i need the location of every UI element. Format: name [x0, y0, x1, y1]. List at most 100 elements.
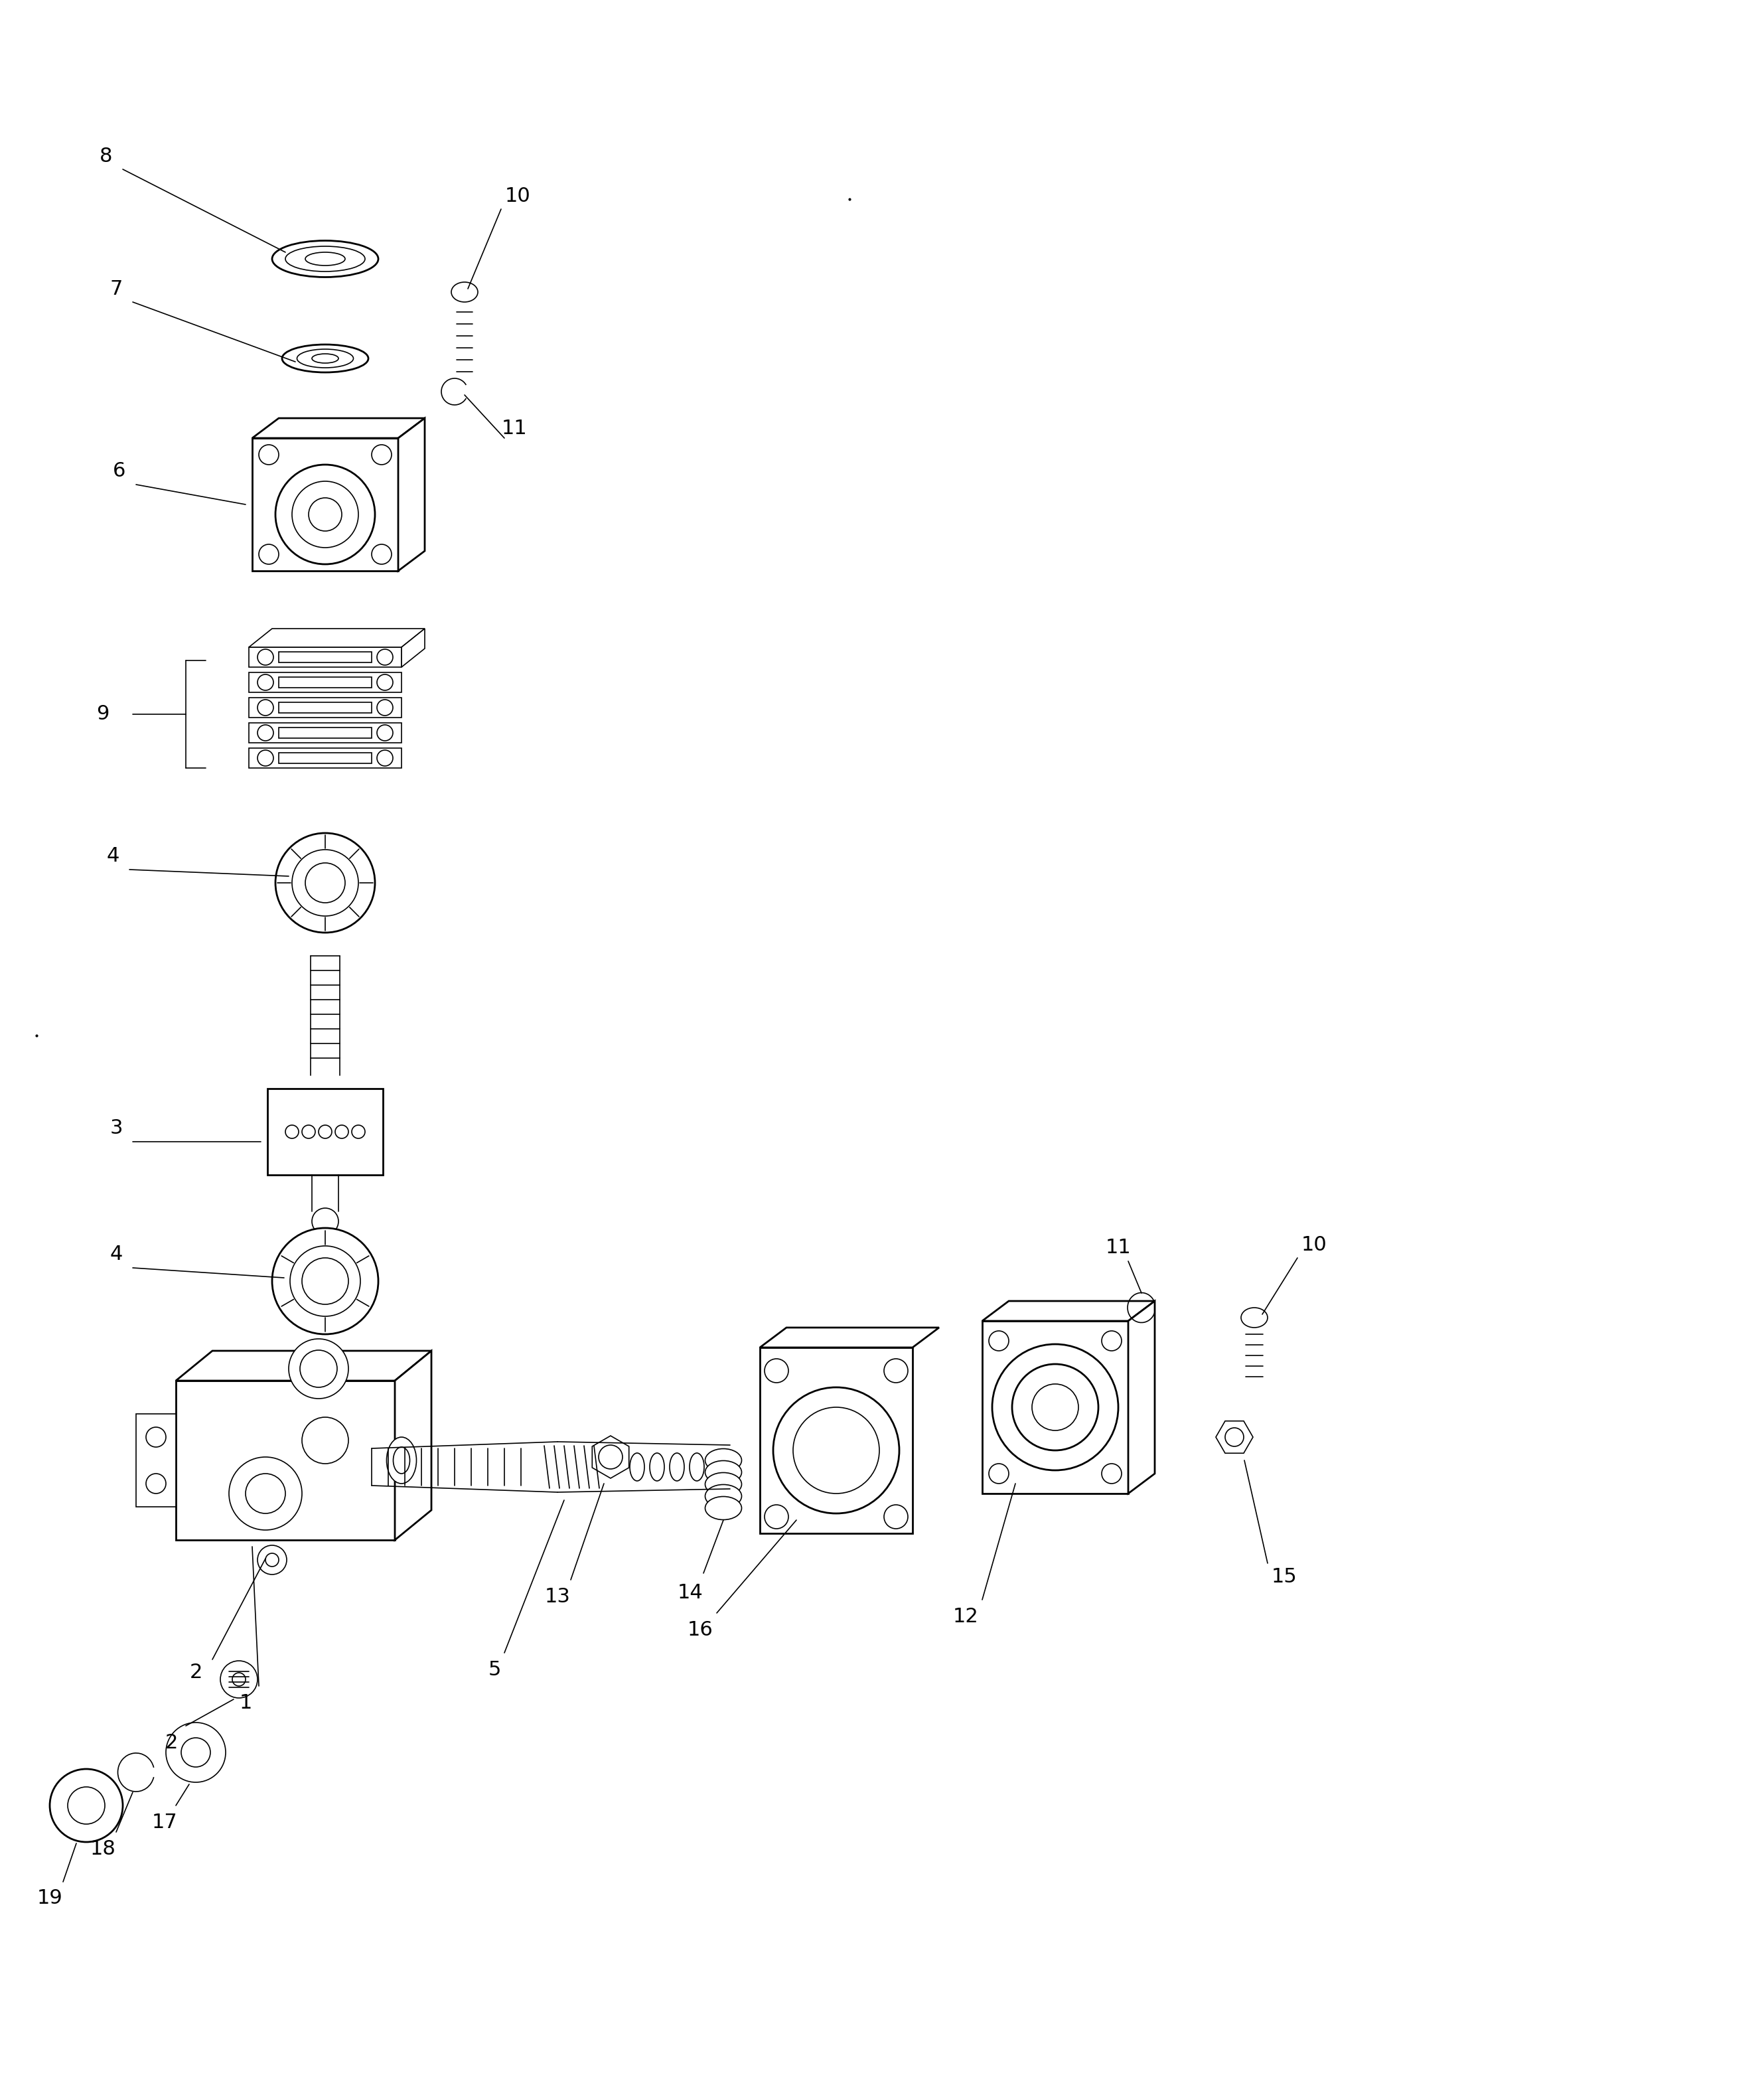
- Polygon shape: [176, 1380, 395, 1540]
- Circle shape: [319, 1125, 332, 1139]
- Circle shape: [351, 1125, 365, 1139]
- Ellipse shape: [452, 282, 478, 303]
- Ellipse shape: [690, 1452, 704, 1482]
- Text: 7: 7: [109, 280, 122, 299]
- Circle shape: [293, 481, 358, 548]
- Polygon shape: [249, 629, 425, 647]
- Circle shape: [302, 1125, 316, 1139]
- Text: 9: 9: [97, 706, 109, 724]
- Circle shape: [245, 1473, 286, 1513]
- Text: 17: 17: [152, 1811, 178, 1832]
- Polygon shape: [136, 1413, 176, 1506]
- Ellipse shape: [1242, 1307, 1268, 1328]
- Circle shape: [884, 1504, 908, 1529]
- Circle shape: [258, 699, 273, 716]
- Circle shape: [305, 863, 346, 903]
- Circle shape: [258, 674, 273, 691]
- Polygon shape: [252, 419, 425, 438]
- Polygon shape: [983, 1322, 1129, 1494]
- Text: 4: 4: [106, 847, 120, 865]
- Text: 8: 8: [101, 147, 113, 166]
- Text: 19: 19: [37, 1888, 64, 1909]
- Ellipse shape: [706, 1448, 741, 1471]
- Polygon shape: [279, 652, 372, 662]
- Circle shape: [377, 674, 393, 691]
- Circle shape: [302, 1417, 349, 1463]
- Circle shape: [990, 1463, 1009, 1484]
- Ellipse shape: [649, 1452, 665, 1482]
- Polygon shape: [249, 749, 402, 768]
- Circle shape: [258, 724, 273, 741]
- Circle shape: [166, 1722, 226, 1782]
- Circle shape: [794, 1407, 878, 1494]
- Ellipse shape: [386, 1438, 416, 1484]
- Polygon shape: [249, 697, 402, 718]
- Circle shape: [377, 724, 393, 741]
- Ellipse shape: [706, 1461, 741, 1484]
- Polygon shape: [395, 1351, 432, 1540]
- Polygon shape: [760, 1347, 912, 1533]
- Ellipse shape: [305, 253, 346, 266]
- Ellipse shape: [393, 1446, 409, 1473]
- Ellipse shape: [709, 1452, 723, 1482]
- Circle shape: [990, 1330, 1009, 1351]
- Circle shape: [335, 1125, 349, 1139]
- Ellipse shape: [706, 1496, 741, 1519]
- Circle shape: [293, 849, 358, 915]
- Circle shape: [229, 1457, 302, 1529]
- Text: 2: 2: [164, 1733, 178, 1751]
- Ellipse shape: [630, 1452, 644, 1482]
- Circle shape: [1032, 1384, 1078, 1430]
- Ellipse shape: [282, 344, 369, 371]
- Circle shape: [1226, 1428, 1244, 1446]
- Circle shape: [286, 1125, 298, 1139]
- Circle shape: [67, 1787, 104, 1824]
- Circle shape: [289, 1245, 360, 1316]
- Polygon shape: [1129, 1301, 1155, 1494]
- Circle shape: [146, 1428, 166, 1446]
- Polygon shape: [279, 753, 372, 764]
- Text: 14: 14: [677, 1583, 704, 1602]
- Text: 4: 4: [109, 1245, 122, 1264]
- Polygon shape: [279, 728, 372, 739]
- Ellipse shape: [670, 1452, 684, 1482]
- Circle shape: [372, 544, 392, 564]
- Circle shape: [1102, 1330, 1122, 1351]
- Circle shape: [289, 1338, 349, 1399]
- Circle shape: [302, 1257, 349, 1305]
- Circle shape: [312, 1208, 339, 1235]
- Ellipse shape: [706, 1484, 741, 1509]
- Circle shape: [258, 649, 273, 666]
- Polygon shape: [1215, 1421, 1252, 1452]
- Circle shape: [182, 1737, 210, 1768]
- Text: 10: 10: [1302, 1235, 1327, 1253]
- Polygon shape: [249, 647, 402, 666]
- Polygon shape: [252, 438, 399, 571]
- Polygon shape: [249, 672, 402, 693]
- Polygon shape: [279, 676, 372, 687]
- Text: 11: 11: [501, 419, 527, 438]
- Ellipse shape: [296, 349, 353, 367]
- Circle shape: [49, 1770, 123, 1843]
- Polygon shape: [176, 1351, 432, 1380]
- Text: 10: 10: [505, 187, 531, 205]
- Polygon shape: [760, 1328, 938, 1347]
- Circle shape: [265, 1554, 279, 1567]
- Ellipse shape: [286, 247, 365, 272]
- Polygon shape: [268, 1089, 383, 1174]
- Polygon shape: [249, 722, 402, 743]
- Text: 16: 16: [688, 1621, 713, 1639]
- Polygon shape: [399, 419, 425, 571]
- Circle shape: [764, 1359, 789, 1382]
- Text: 15: 15: [1272, 1567, 1297, 1585]
- Circle shape: [275, 465, 376, 564]
- Circle shape: [275, 832, 376, 932]
- Circle shape: [377, 749, 393, 766]
- Circle shape: [309, 498, 342, 531]
- Circle shape: [773, 1388, 900, 1513]
- Circle shape: [220, 1660, 258, 1697]
- Text: 5: 5: [489, 1660, 501, 1679]
- Circle shape: [146, 1473, 166, 1494]
- Ellipse shape: [312, 355, 339, 363]
- Circle shape: [1013, 1363, 1099, 1450]
